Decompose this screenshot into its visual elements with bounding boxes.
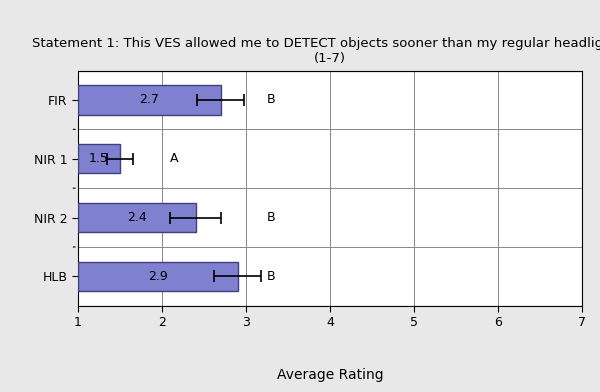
Text: 1.5: 1.5 [89,152,109,165]
Text: 2.4: 2.4 [127,211,146,224]
Text: 2.7: 2.7 [139,93,160,107]
Bar [78,262,238,291]
Title: Statement 1: This VES allowed me to DETECT objects sooner than my regular headli: Statement 1: This VES allowed me to DETE… [32,37,600,65]
Text: 2.9: 2.9 [148,270,167,283]
Text: A: A [170,152,179,165]
Text: B: B [267,211,275,224]
Text: B: B [267,93,275,107]
Bar [78,144,120,174]
X-axis label: Average Rating: Average Rating [277,368,383,382]
Bar [78,203,196,232]
Bar [78,85,221,115]
Text: B: B [267,270,275,283]
